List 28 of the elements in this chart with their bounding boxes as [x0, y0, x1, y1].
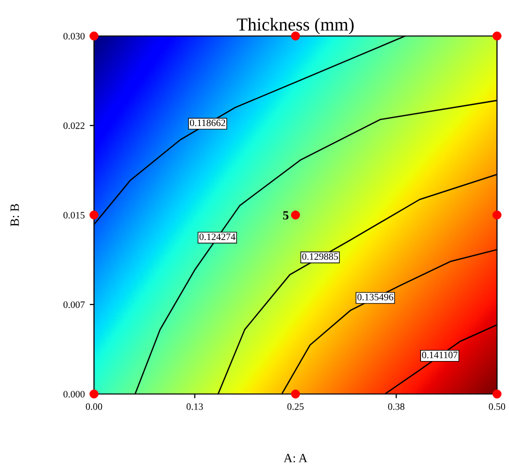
- point: [492, 32, 502, 40]
- point: [492, 210, 502, 220]
- y-tick-label: 0.007: [63, 301, 85, 308]
- point: [291, 210, 300, 220]
- point: [90, 210, 98, 220]
- chart-title: Thickness (mm): [236, 18, 354, 34]
- x-tick-label: 0.38: [388, 403, 404, 410]
- point: [90, 390, 98, 398]
- x-tick-label: 0.25: [287, 403, 304, 410]
- x-axis-title: A: A: [284, 454, 308, 462]
- x-tick-label: 0.50: [488, 403, 506, 410]
- y-tick-label: 0.022: [63, 122, 84, 130]
- point: [291, 390, 300, 398]
- series-label: 0.118662: [190, 120, 226, 126]
- series-label: 0.135496: [357, 294, 394, 300]
- annotation: 5: [283, 211, 288, 220]
- point: [90, 32, 98, 40]
- x-tick-label: 0.13: [186, 403, 203, 410]
- y-tick-label: 0.015: [63, 212, 85, 219]
- series-label: 0.141107: [422, 352, 458, 358]
- x-tick-label: 0.00: [86, 403, 102, 410]
- point: [291, 32, 300, 40]
- y-tick-label: 0.000: [63, 390, 85, 398]
- series-label: 0.124274: [199, 234, 236, 240]
- y-tick-label: 0.030: [63, 32, 85, 40]
- y-axis-title: B: B: [10, 204, 19, 226]
- point: [492, 390, 502, 398]
- series-label: 0.129885: [302, 253, 338, 260]
